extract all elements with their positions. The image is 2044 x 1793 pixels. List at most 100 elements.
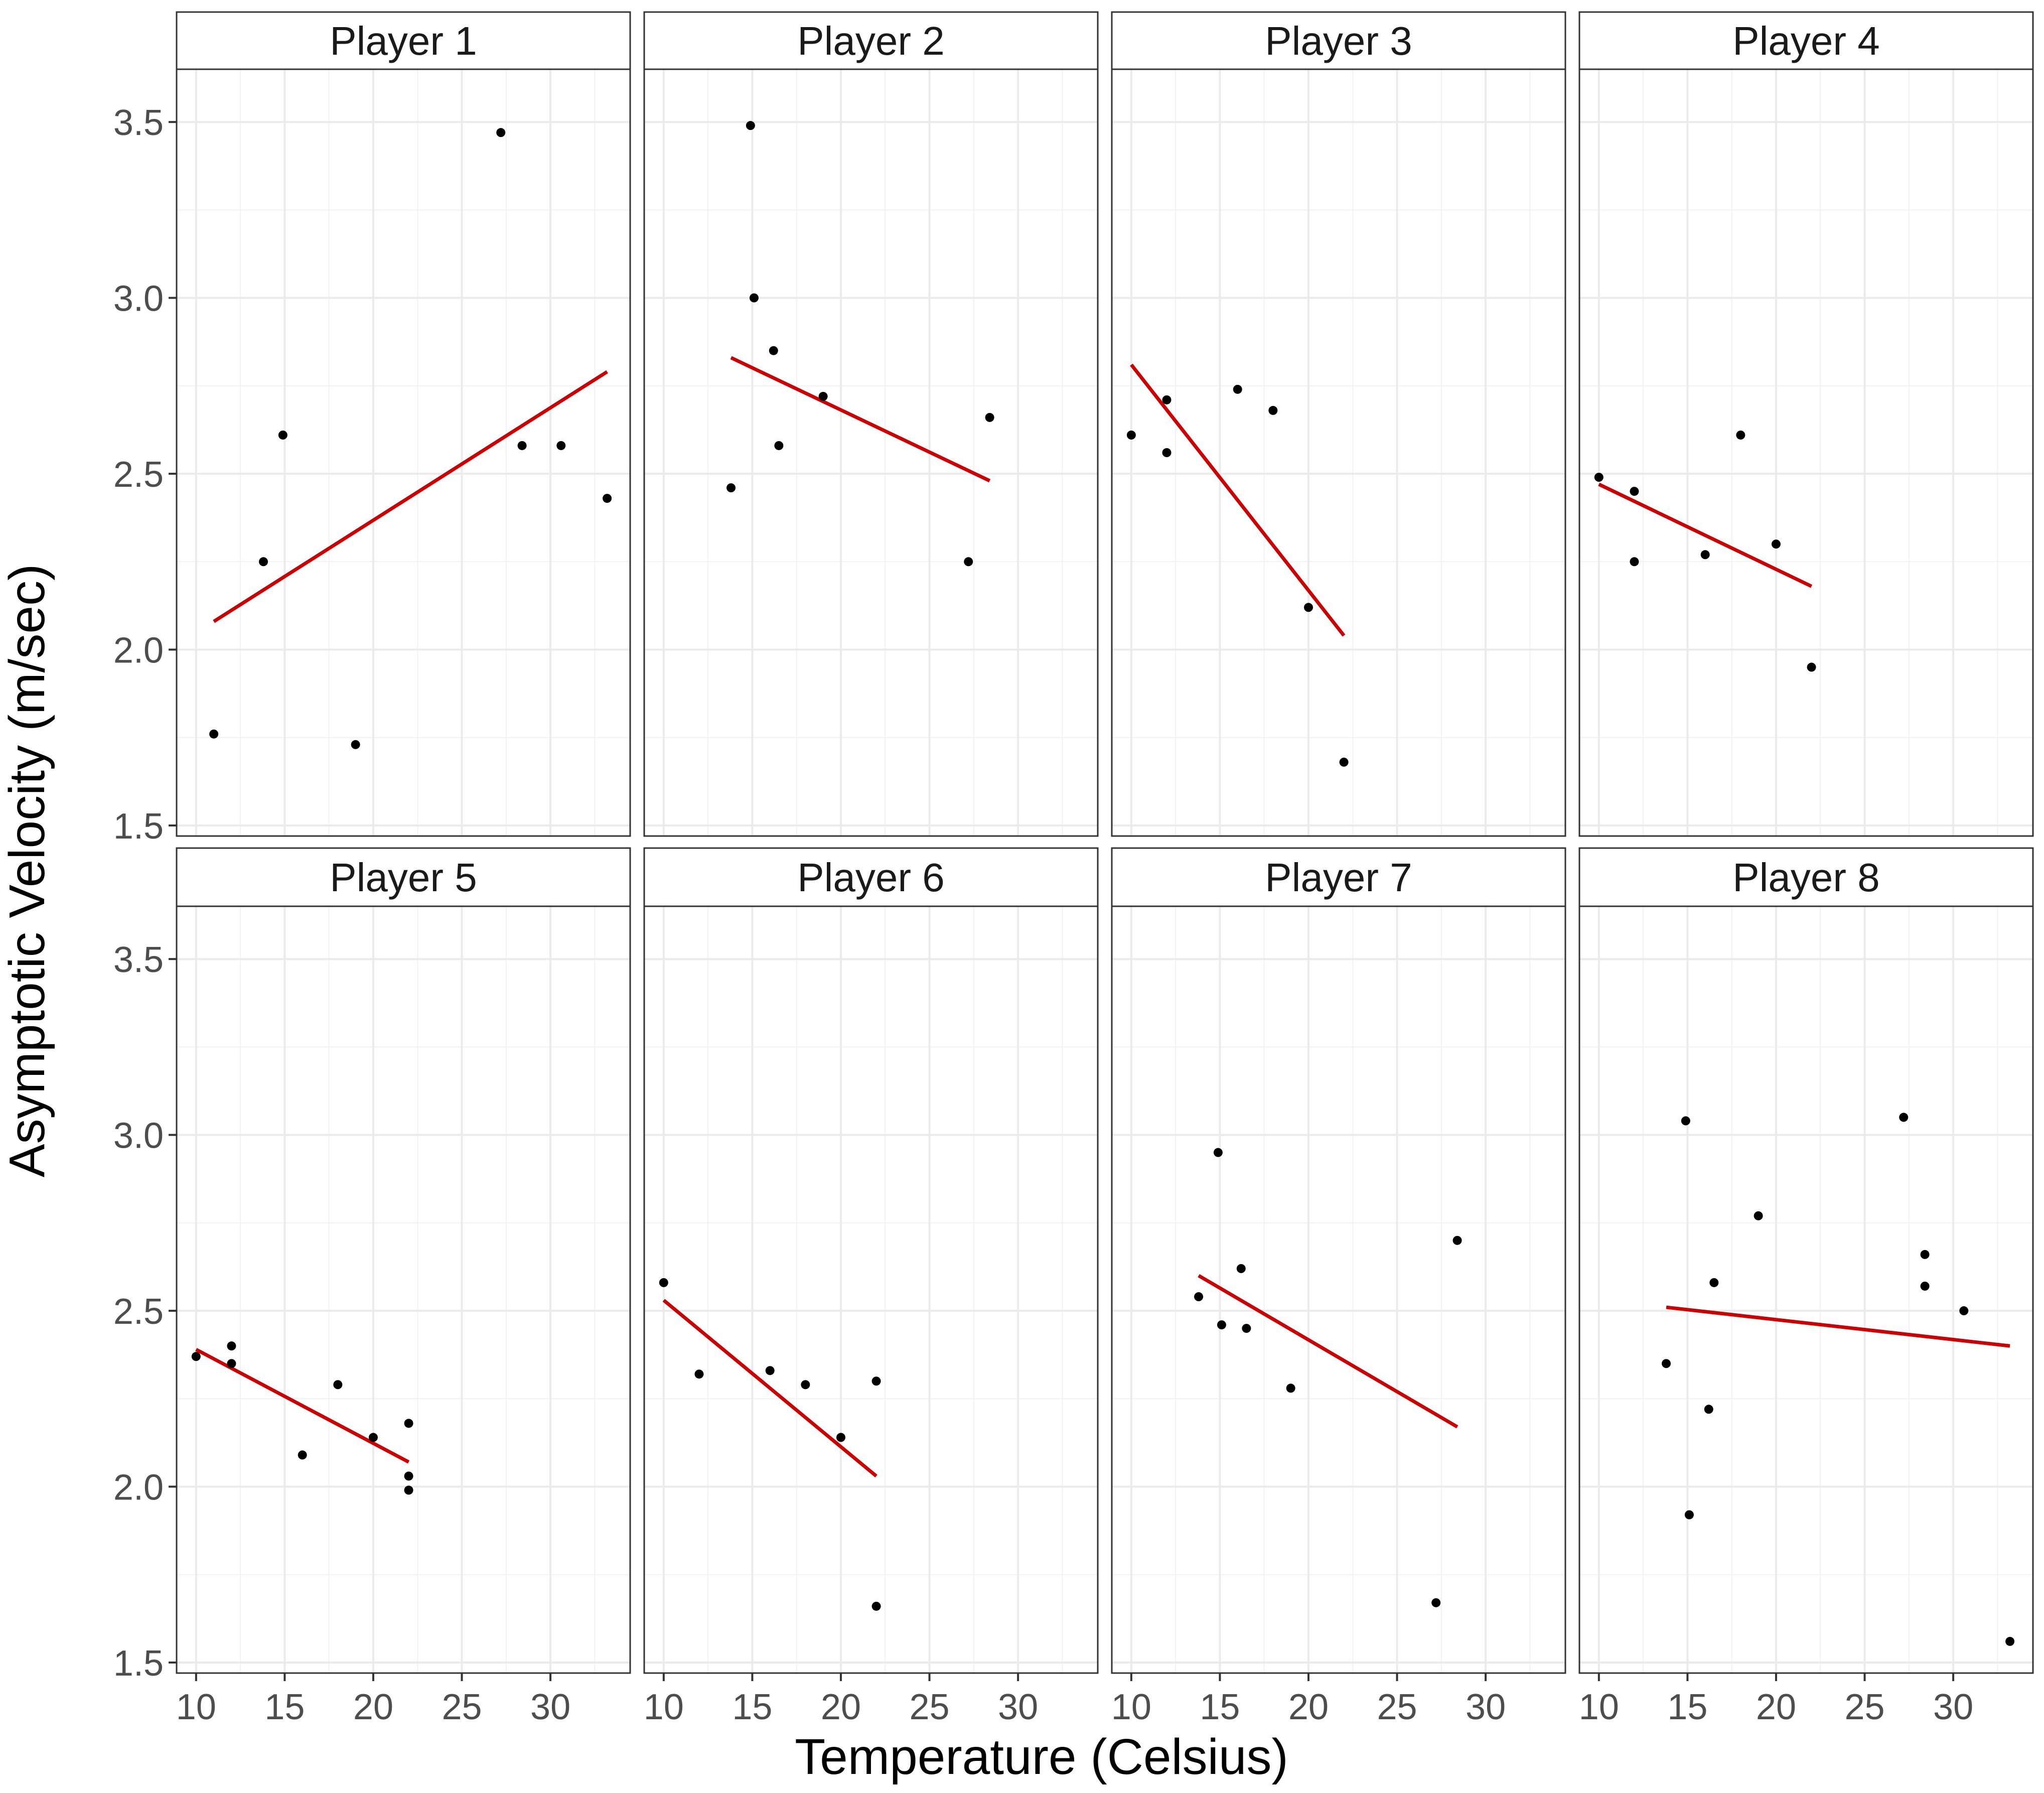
data-point <box>1286 1384 1295 1393</box>
panel-6: Player 6 <box>643 847 1099 1674</box>
data-point <box>1594 473 1603 482</box>
data-point <box>964 557 973 567</box>
data-point <box>1452 1235 1462 1245</box>
x-tick-label: 25 <box>1377 1687 1417 1727</box>
x-tick-label: 15 <box>1200 1687 1240 1727</box>
panel-background <box>177 906 630 1673</box>
y-tick-label: 2.5 <box>113 455 164 495</box>
fit-line <box>195 1348 410 1464</box>
data-point <box>404 1419 413 1428</box>
data-point <box>1704 1405 1713 1414</box>
x-tick-label: 30 <box>998 1687 1038 1727</box>
data-point <box>1268 405 1278 415</box>
data-point <box>278 430 287 440</box>
gridlines <box>177 906 630 1673</box>
panel-background <box>644 69 1098 836</box>
data-point <box>1920 1281 1930 1291</box>
panel-title: Player 6 <box>797 855 944 900</box>
data-point <box>227 1341 236 1351</box>
fit-line <box>1666 1305 2010 1348</box>
data-point <box>769 346 778 355</box>
panels-layer: Player 1 Player 2 Player 3 Player 4 Player 5… <box>176 11 2034 1674</box>
data-point <box>1920 1250 1930 1259</box>
data-point <box>298 1450 307 1460</box>
data-point <box>209 729 219 739</box>
gridlines <box>1112 69 1565 836</box>
panel-title: Player 1 <box>330 19 477 63</box>
data-point <box>1162 395 1172 404</box>
y-tick-label: 2.0 <box>113 1468 164 1508</box>
panel-strip <box>643 11 1099 70</box>
x-tick-label: 15 <box>1667 1687 1707 1727</box>
data-point <box>1630 487 1639 496</box>
panel-background <box>1579 69 2033 836</box>
panel-border <box>643 68 1099 837</box>
data-point <box>1194 1292 1204 1302</box>
panel-border <box>1578 68 2034 837</box>
panel-8: Player 8 <box>1578 847 2034 1674</box>
data-point <box>1771 539 1781 549</box>
y-axis-title: Asymptotic Velocity (m/sec) <box>0 564 55 1178</box>
data-point <box>1431 1598 1441 1607</box>
data-point <box>801 1380 810 1390</box>
gridlines <box>644 906 1098 1673</box>
x-tick-label: 15 <box>264 1687 305 1727</box>
data-point <box>404 1471 413 1481</box>
panel-border <box>643 905 1099 1674</box>
data-point <box>871 1376 881 1386</box>
panel-strip <box>1111 11 1566 70</box>
data-point <box>749 293 759 303</box>
x-tick-label: 15 <box>732 1687 772 1727</box>
data-point <box>1899 1113 1909 1122</box>
data-point <box>1242 1324 1251 1333</box>
panel-1: Player 1 <box>176 11 631 837</box>
panel-background <box>1579 906 2033 1673</box>
gridlines <box>1579 69 2033 836</box>
panel-border <box>1111 905 1566 1674</box>
x-tick-label: 20 <box>1288 1687 1329 1727</box>
y-tick-label: 3.5 <box>113 940 164 980</box>
data-point <box>871 1601 881 1611</box>
panel-strip <box>176 11 631 70</box>
x-axis: 10 15 20 25 30 10 15 20 25 30 10 15 20 25 30 10 15 20 25 30 <box>176 1673 1973 1727</box>
data-point <box>556 441 566 450</box>
fit-line <box>1198 1274 1458 1429</box>
data-point <box>1807 662 1816 672</box>
data-point <box>1754 1211 1763 1220</box>
data-point <box>1126 430 1136 440</box>
x-tick-label: 25 <box>442 1687 482 1727</box>
data-point <box>659 1278 668 1287</box>
fit-line <box>1598 482 1813 588</box>
data-point <box>227 1359 236 1368</box>
fit-line <box>662 1299 878 1478</box>
x-tick-label: 25 <box>909 1687 949 1727</box>
data-point <box>1339 757 1349 767</box>
data-point <box>985 412 994 422</box>
data-point <box>351 740 360 749</box>
data-point <box>603 494 612 503</box>
y-tick-label: 1.5 <box>113 1643 164 1684</box>
panel-title: Player 5 <box>330 855 477 900</box>
y-tick-label: 2.0 <box>113 631 164 671</box>
data-point <box>368 1433 378 1442</box>
x-axis-title: Temperature (Celsius) <box>795 1729 1288 1785</box>
panel-border <box>1578 905 2034 1674</box>
data-point <box>517 441 527 450</box>
data-point <box>259 557 268 567</box>
panel-2: Player 2 <box>643 11 1099 837</box>
data-point <box>726 483 736 493</box>
panel-strip <box>1578 847 2034 907</box>
panel-7: Player 7 <box>1111 847 1566 1674</box>
panel-background <box>1112 69 1565 836</box>
data-point <box>1630 557 1639 567</box>
data-point <box>1662 1359 1671 1368</box>
data-point <box>765 1366 775 1375</box>
fit-line <box>1130 363 1346 637</box>
gridlines <box>177 69 630 836</box>
panel-4: Player 4 <box>1578 11 2034 837</box>
x-tick-label: 10 <box>1579 1687 1619 1727</box>
y-tick-label: 3.0 <box>113 1116 164 1156</box>
data-point <box>1709 1278 1719 1287</box>
data-point <box>1162 448 1172 457</box>
data-point <box>333 1380 343 1390</box>
